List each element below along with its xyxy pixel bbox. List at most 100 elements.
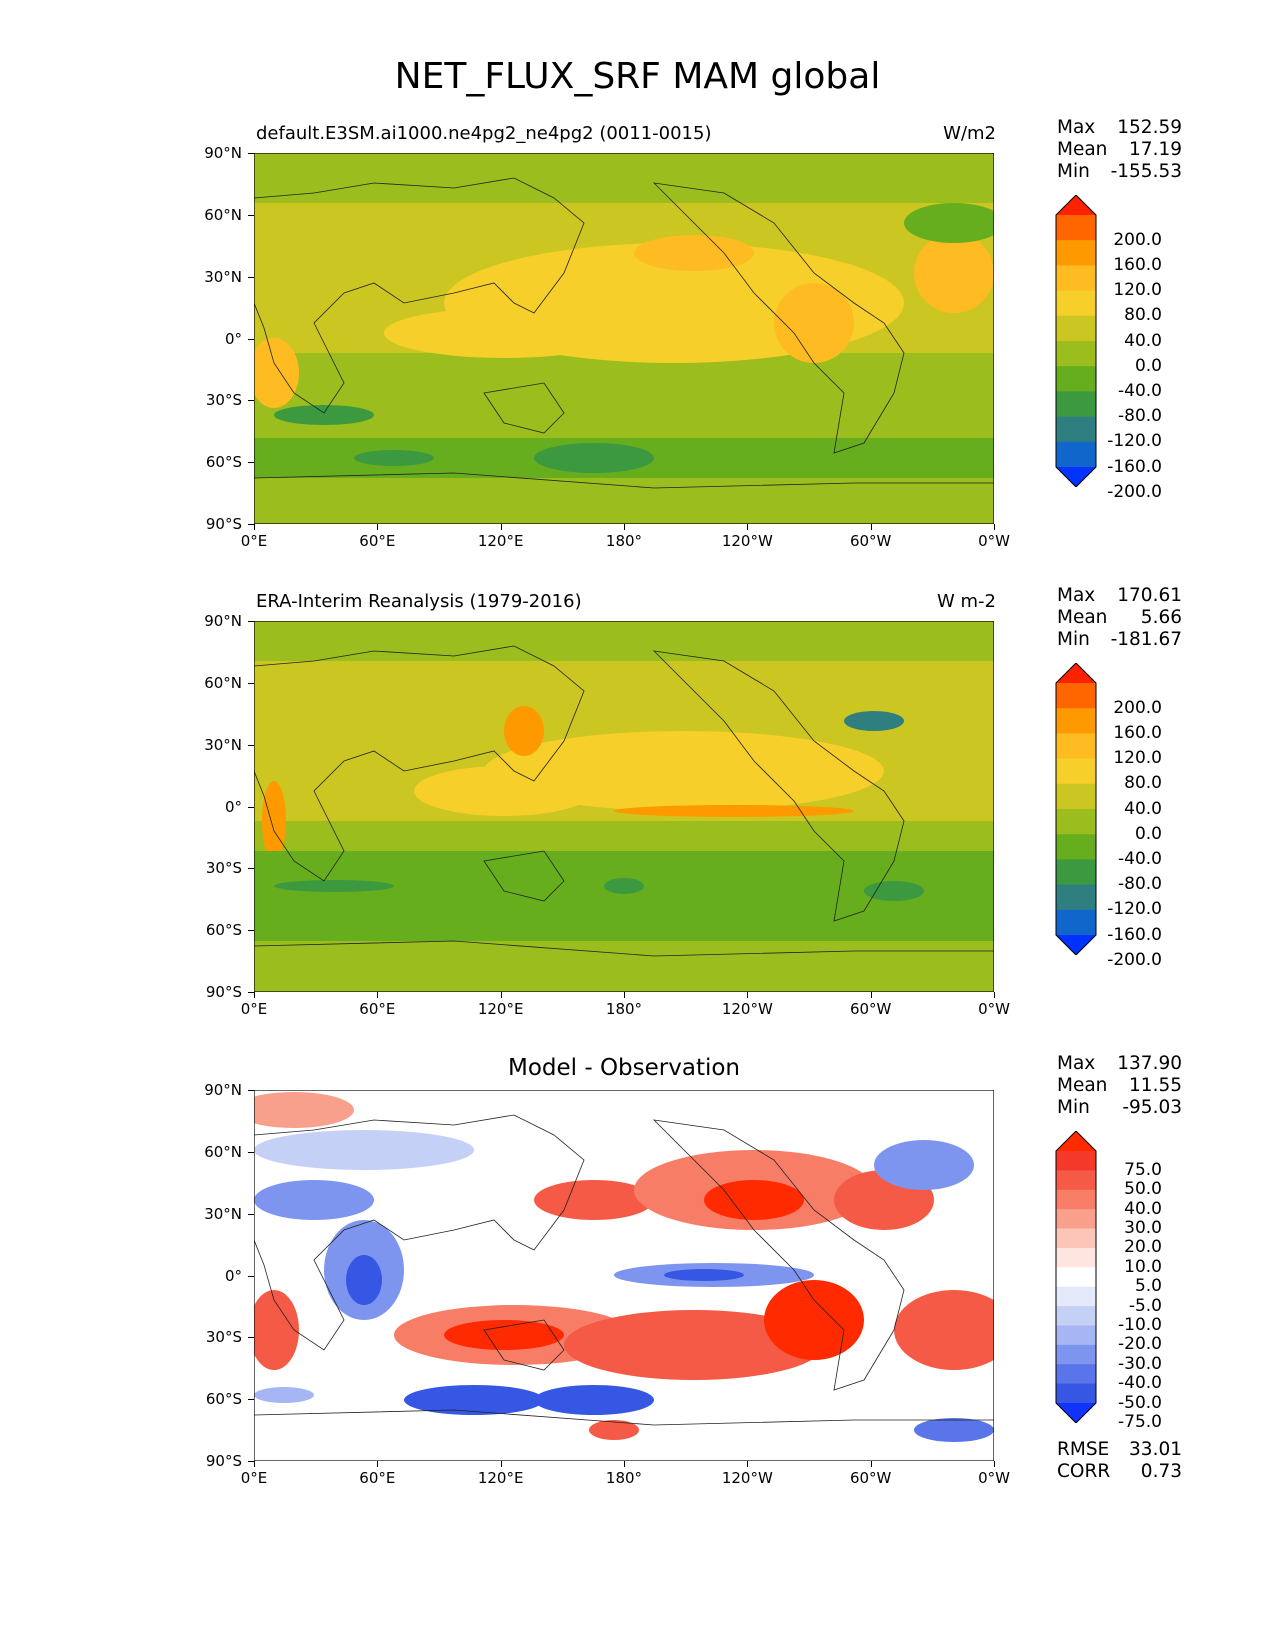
lon-tick-mark: [254, 1461, 255, 1467]
colorbar-segment: [1056, 1364, 1096, 1385]
colorbar-segment: [1056, 683, 1096, 709]
lat-tick-label: 60°N: [204, 673, 242, 692]
colorbar-tick-label: -160.0: [1107, 456, 1162, 477]
lon-tick-mark: [747, 992, 749, 998]
lat-tick-mark: [248, 524, 254, 525]
colorbar-tick-label: 80.0: [1124, 773, 1162, 794]
lat-tick-mark: [248, 744, 254, 746]
colorbar-extend-top: [1056, 195, 1096, 215]
lon-tick-mark: [500, 1461, 502, 1467]
lat-tick-mark: [248, 214, 254, 216]
colorbar-test-labels: 200.0 160.0 120.0 80.0 40.0 0.0 -40.0 -80.0 -120…: [1098, 195, 1162, 500]
colorbar-segment: [1056, 834, 1096, 860]
lon-tick-label: 60°W: [849, 1469, 892, 1487]
lat-tick-mark: [248, 682, 254, 684]
lat-tick-label: 30°S: [205, 859, 242, 878]
lon-tick-mark: [500, 992, 502, 998]
colorbar-tick-label: 120.0: [1113, 748, 1162, 769]
colorbar-tick-label: -75.0: [1118, 1411, 1162, 1432]
colorbar-segment: [1056, 1267, 1096, 1288]
stat-max-value: 137.90: [1117, 1053, 1182, 1074]
colorbar-segment: [1056, 416, 1096, 443]
lat-tick-mark: [248, 1213, 254, 1215]
lon-tick-mark: [377, 1461, 379, 1467]
lat-tick-label: 90°S: [205, 983, 242, 1001]
lat-tick-label: 90°N: [204, 1081, 242, 1099]
colorbar-tick-label: -10.0: [1118, 1314, 1162, 1335]
colorbar-extend-bottom: [1056, 467, 1096, 487]
colorbar-tick-label: -50.0: [1118, 1392, 1162, 1413]
lon-tick-mark: [624, 524, 625, 530]
colorbar-segment: [1056, 1209, 1096, 1230]
colorbar-segment: [1056, 783, 1096, 810]
stat-max-value: 170.61: [1117, 585, 1182, 606]
lat-tick-label: 90°N: [204, 612, 242, 630]
lon-tick-label: 180°: [605, 1000, 643, 1018]
colorbar-tick-label: -5.0: [1128, 1295, 1162, 1316]
lat-tick-mark: [248, 400, 254, 402]
lon-tick-label: 180°: [605, 532, 643, 550]
lat-tick-mark: [248, 1399, 254, 1401]
colorbar-segment: [1056, 1325, 1096, 1346]
corr-label: CORR: [1057, 1461, 1111, 1482]
stat-min-label: Min: [1057, 629, 1090, 650]
lon-tick-label: 120°E: [477, 1469, 524, 1487]
lat-tick-mark: [248, 153, 254, 154]
colorbar-tick-label: -80.0: [1118, 874, 1162, 895]
lon-tick-label: 0°E: [240, 1000, 268, 1018]
lon-tick-mark: [500, 524, 502, 530]
colorbar-segment: [1056, 909, 1096, 936]
colorbar-segment: [1056, 265, 1096, 292]
colorbar-segment: [1056, 733, 1096, 760]
colorbar-tick-label: 0.0: [1134, 823, 1162, 844]
panel-test-units: W/m2: [943, 123, 996, 144]
colorbar-tick-label: -120.0: [1107, 899, 1162, 920]
lon-tick-label: 120°W: [721, 532, 773, 550]
colorbar-diff-labels: 75.0 50.0 40.0 30.0 20.0 10.0 5.0 -5.0 -10.0 -20.…: [1098, 1131, 1162, 1430]
colorbar-segment: [1056, 758, 1096, 785]
colorbar-outline: [1055, 195, 1097, 487]
colorbar-segment: [1056, 1151, 1096, 1171]
colorbar-segment: [1056, 708, 1096, 734]
colorbar-segment: [1056, 859, 1096, 886]
lat-tick-label: 60°S: [205, 1390, 242, 1409]
lat-tick-label: 30°N: [204, 735, 242, 754]
lat-tick-mark: [248, 462, 254, 464]
lon-tick-label: 60°W: [849, 1000, 892, 1018]
lat-tick-label: 60°S: [205, 921, 242, 940]
panel-ref-units: W m-2: [936, 591, 996, 612]
lat-tick-mark: [248, 1461, 254, 1462]
lat-tick-mark: [248, 868, 254, 870]
lon-tick-label: 60°W: [849, 532, 892, 550]
lon-tick-mark: [377, 524, 379, 530]
stat-min-value: -155.53: [1110, 161, 1182, 182]
colorbar-segment: [1056, 1170, 1096, 1191]
panel-ref-title: ERA-Interim Reanalysis (1979-2016): [256, 591, 582, 612]
lon-tick-mark: [377, 992, 379, 998]
stat-max-label: Max: [1057, 117, 1096, 138]
stat-min-label: Min: [1057, 1097, 1090, 1118]
lat-tick-label: 90°S: [205, 1452, 242, 1470]
lon-tick-label: 120°W: [721, 1469, 773, 1487]
lon-tick-label: 0°E: [240, 532, 268, 550]
lat-tick-mark: [248, 621, 254, 622]
colorbar-tick-label: 40.0: [1124, 330, 1162, 351]
lat-tick-label: 60°N: [204, 1142, 242, 1161]
lat-tick-mark: [248, 1151, 254, 1153]
colorbar-segment: [1056, 391, 1096, 418]
colorbar-segment: [1056, 315, 1096, 342]
lon-tick-label: 0°W: [978, 1000, 1010, 1018]
lon-tick-label: 0°W: [978, 532, 1010, 550]
colorbar-segment: [1056, 1306, 1096, 1326]
lon-tick-label: 120°E: [477, 532, 524, 550]
panel-diff-stats: Max 137.90 Mean 11.55 Min -95.03: [1057, 1053, 1182, 1119]
lon-tick-mark: [747, 524, 749, 530]
colorbar-test: [1055, 195, 1097, 487]
lat-tick-mark: [248, 806, 254, 808]
lat-tick-mark: [248, 930, 254, 932]
colorbar-tick-label: -40.0: [1118, 1373, 1162, 1394]
lat-tick-label: 30°N: [204, 1204, 242, 1223]
colorbar-tick-label: -30.0: [1118, 1353, 1162, 1374]
colorbar-tick-label: -20.0: [1118, 1334, 1162, 1355]
figure-title: NET_FLUX_SRF MAM global: [394, 56, 881, 97]
